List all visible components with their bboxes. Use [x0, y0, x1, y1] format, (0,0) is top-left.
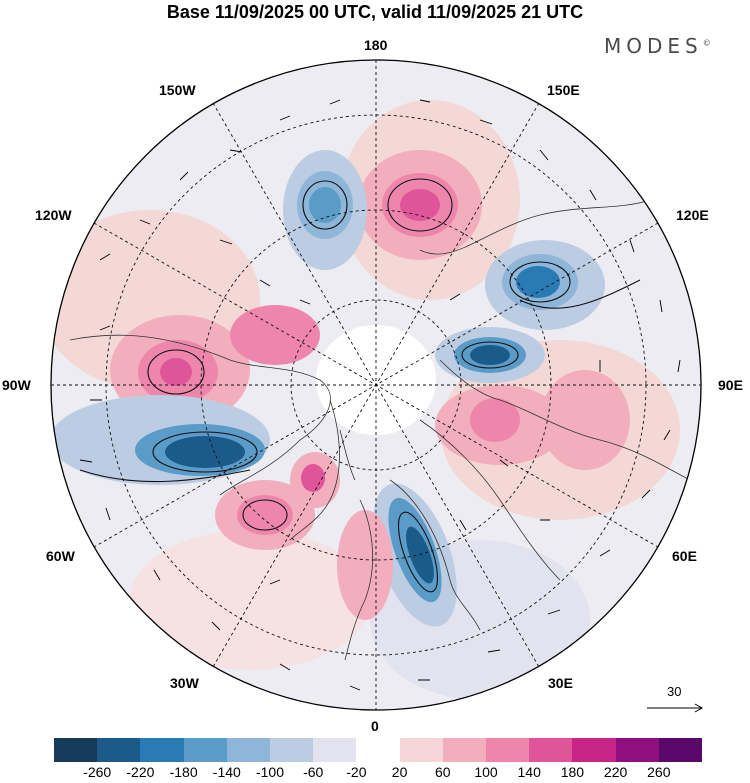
modes-logo: MODES© — [604, 34, 711, 58]
colorbar-tick-label: 180 — [560, 764, 585, 780]
colorbar-swatch — [658, 738, 703, 762]
graticule — [51, 60, 701, 710]
lon-label-30e: 30E — [548, 675, 573, 691]
anomaly-low-siberia-east — [485, 240, 605, 330]
copyright-mark: © — [702, 38, 711, 48]
colorbar-tick-label: -100 — [255, 764, 285, 780]
colorbar-swatch — [313, 738, 357, 762]
anomaly-area — [130, 530, 370, 670]
map-title: Base 11/09/2025 00 UTC, valid 11/09/2025… — [166, 2, 584, 22]
wind-vectors — [79, 99, 681, 691]
lon-label-60e: 60E — [672, 548, 697, 564]
colorbar-ticks: -260 -220 -180 -140 -100 -60 -20 20 60 100 140 180 2… — [0, 764, 750, 783]
colorbar-swatch — [399, 738, 443, 762]
lon-label-120w: 120W — [35, 207, 72, 223]
colorbar-tick-label: -220 — [126, 764, 155, 780]
lon-label-90e: 90E — [718, 377, 743, 393]
colorbar-tick-label: -140 — [212, 764, 241, 780]
anomaly-high-greenland-sea — [290, 452, 393, 620]
colorbar-tick-label: -180 — [169, 764, 198, 780]
colorbar — [54, 738, 703, 762]
contours — [79, 178, 641, 593]
anomaly-high-pacific-north — [358, 150, 482, 260]
lon-label-120e: 120E — [676, 207, 709, 223]
anomaly-area — [540, 370, 630, 470]
colorbar-swatch — [572, 738, 616, 762]
lon-label-150w: 150W — [159, 82, 196, 98]
brand-text: MODES — [604, 34, 703, 58]
colorbar-swatch — [270, 738, 314, 762]
lon-label-0: 0 — [371, 718, 379, 734]
colorbar-swatch — [486, 738, 530, 762]
anomaly-low-siberia-central — [435, 327, 545, 383]
colorbar-tick-label: -20 — [346, 764, 367, 780]
anomaly-high-central-asia — [435, 385, 565, 465]
lon-label-180: 180 — [364, 37, 388, 53]
colorbar-swatch — [97, 738, 141, 762]
colorbar-swatch — [615, 738, 659, 762]
colorbar-tick-label: 140 — [517, 764, 541, 780]
colorbar-tick-label: 60 — [435, 764, 451, 780]
polar-map — [50, 59, 702, 711]
colorbar-tick-label: -260 — [83, 764, 112, 780]
anomaly-low-scandinavia — [373, 483, 457, 627]
colorbar-tick-label: 260 — [647, 764, 671, 780]
anomaly-low-hudson — [51, 395, 270, 485]
map-disk — [51, 60, 701, 710]
colorbar-swatch — [140, 738, 184, 762]
coastlines — [69, 199, 691, 661]
colorbar-tick-label: 20 — [391, 764, 408, 780]
anomaly-low-pacific-north — [283, 150, 367, 270]
colorbar-tick-label: 100 — [474, 764, 498, 780]
colorbar-swatch — [442, 738, 487, 762]
colorbar-swatch — [356, 738, 400, 762]
anomaly-area — [230, 305, 320, 365]
anomaly-high-north-atlantic — [215, 480, 315, 550]
reference-vector-label: 30 — [667, 684, 682, 699]
lon-label-60w: 60W — [46, 548, 75, 564]
colorbar-tick-label: 220 — [603, 764, 628, 780]
colorbar-swatch — [183, 738, 227, 762]
colorbar-tick-label: -60 — [303, 764, 324, 780]
lon-label-90w: 90W — [2, 377, 31, 393]
map-border — [50, 59, 702, 711]
lon-label-150e: 150E — [547, 82, 580, 98]
colorbar-swatch — [226, 738, 271, 762]
colorbar-swatch — [529, 738, 573, 762]
colorbar-swatch — [54, 738, 98, 762]
lon-label-30w: 30W — [170, 675, 199, 691]
reference-arrow-icon — [647, 703, 704, 713]
